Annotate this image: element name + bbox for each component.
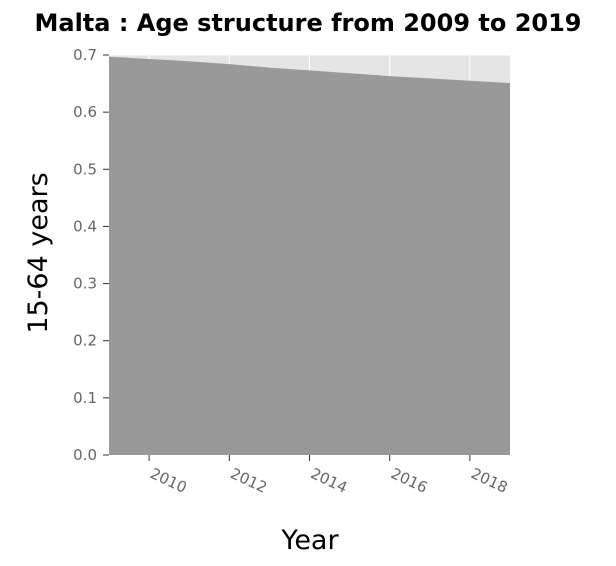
x-axis-label: Year xyxy=(280,525,339,556)
chart-title: Malta : Age structure from 2009 to 2019 xyxy=(35,9,582,37)
y-tick-label: 0.7 xyxy=(73,46,97,64)
x-axis-ticks: 2010 2012 2014 2016 2018 xyxy=(147,455,510,497)
y-tick-label: 0.1 xyxy=(73,389,97,407)
y-tick-label: 0.0 xyxy=(73,446,97,464)
y-tick-label: 0.5 xyxy=(73,160,97,178)
area-series-15-64-years xyxy=(109,56,510,455)
y-tick-label: 0.4 xyxy=(73,217,97,235)
x-tick-label: 2014 xyxy=(308,464,350,496)
y-tick-label: 0.2 xyxy=(73,332,97,350)
y-tick-label: 0.3 xyxy=(73,275,97,293)
y-axis-ticks: 0.0 0.1 0.2 0.3 0.4 0.5 0.6 0.7 xyxy=(73,46,109,464)
y-axis-label: 15-64 years xyxy=(23,172,54,333)
x-tick-label: 2016 xyxy=(388,464,430,496)
x-tick-label: 2018 xyxy=(468,464,510,496)
y-tick-label: 0.6 xyxy=(73,103,97,121)
x-tick-label: 2010 xyxy=(147,464,189,496)
x-tick-label: 2012 xyxy=(228,464,270,496)
